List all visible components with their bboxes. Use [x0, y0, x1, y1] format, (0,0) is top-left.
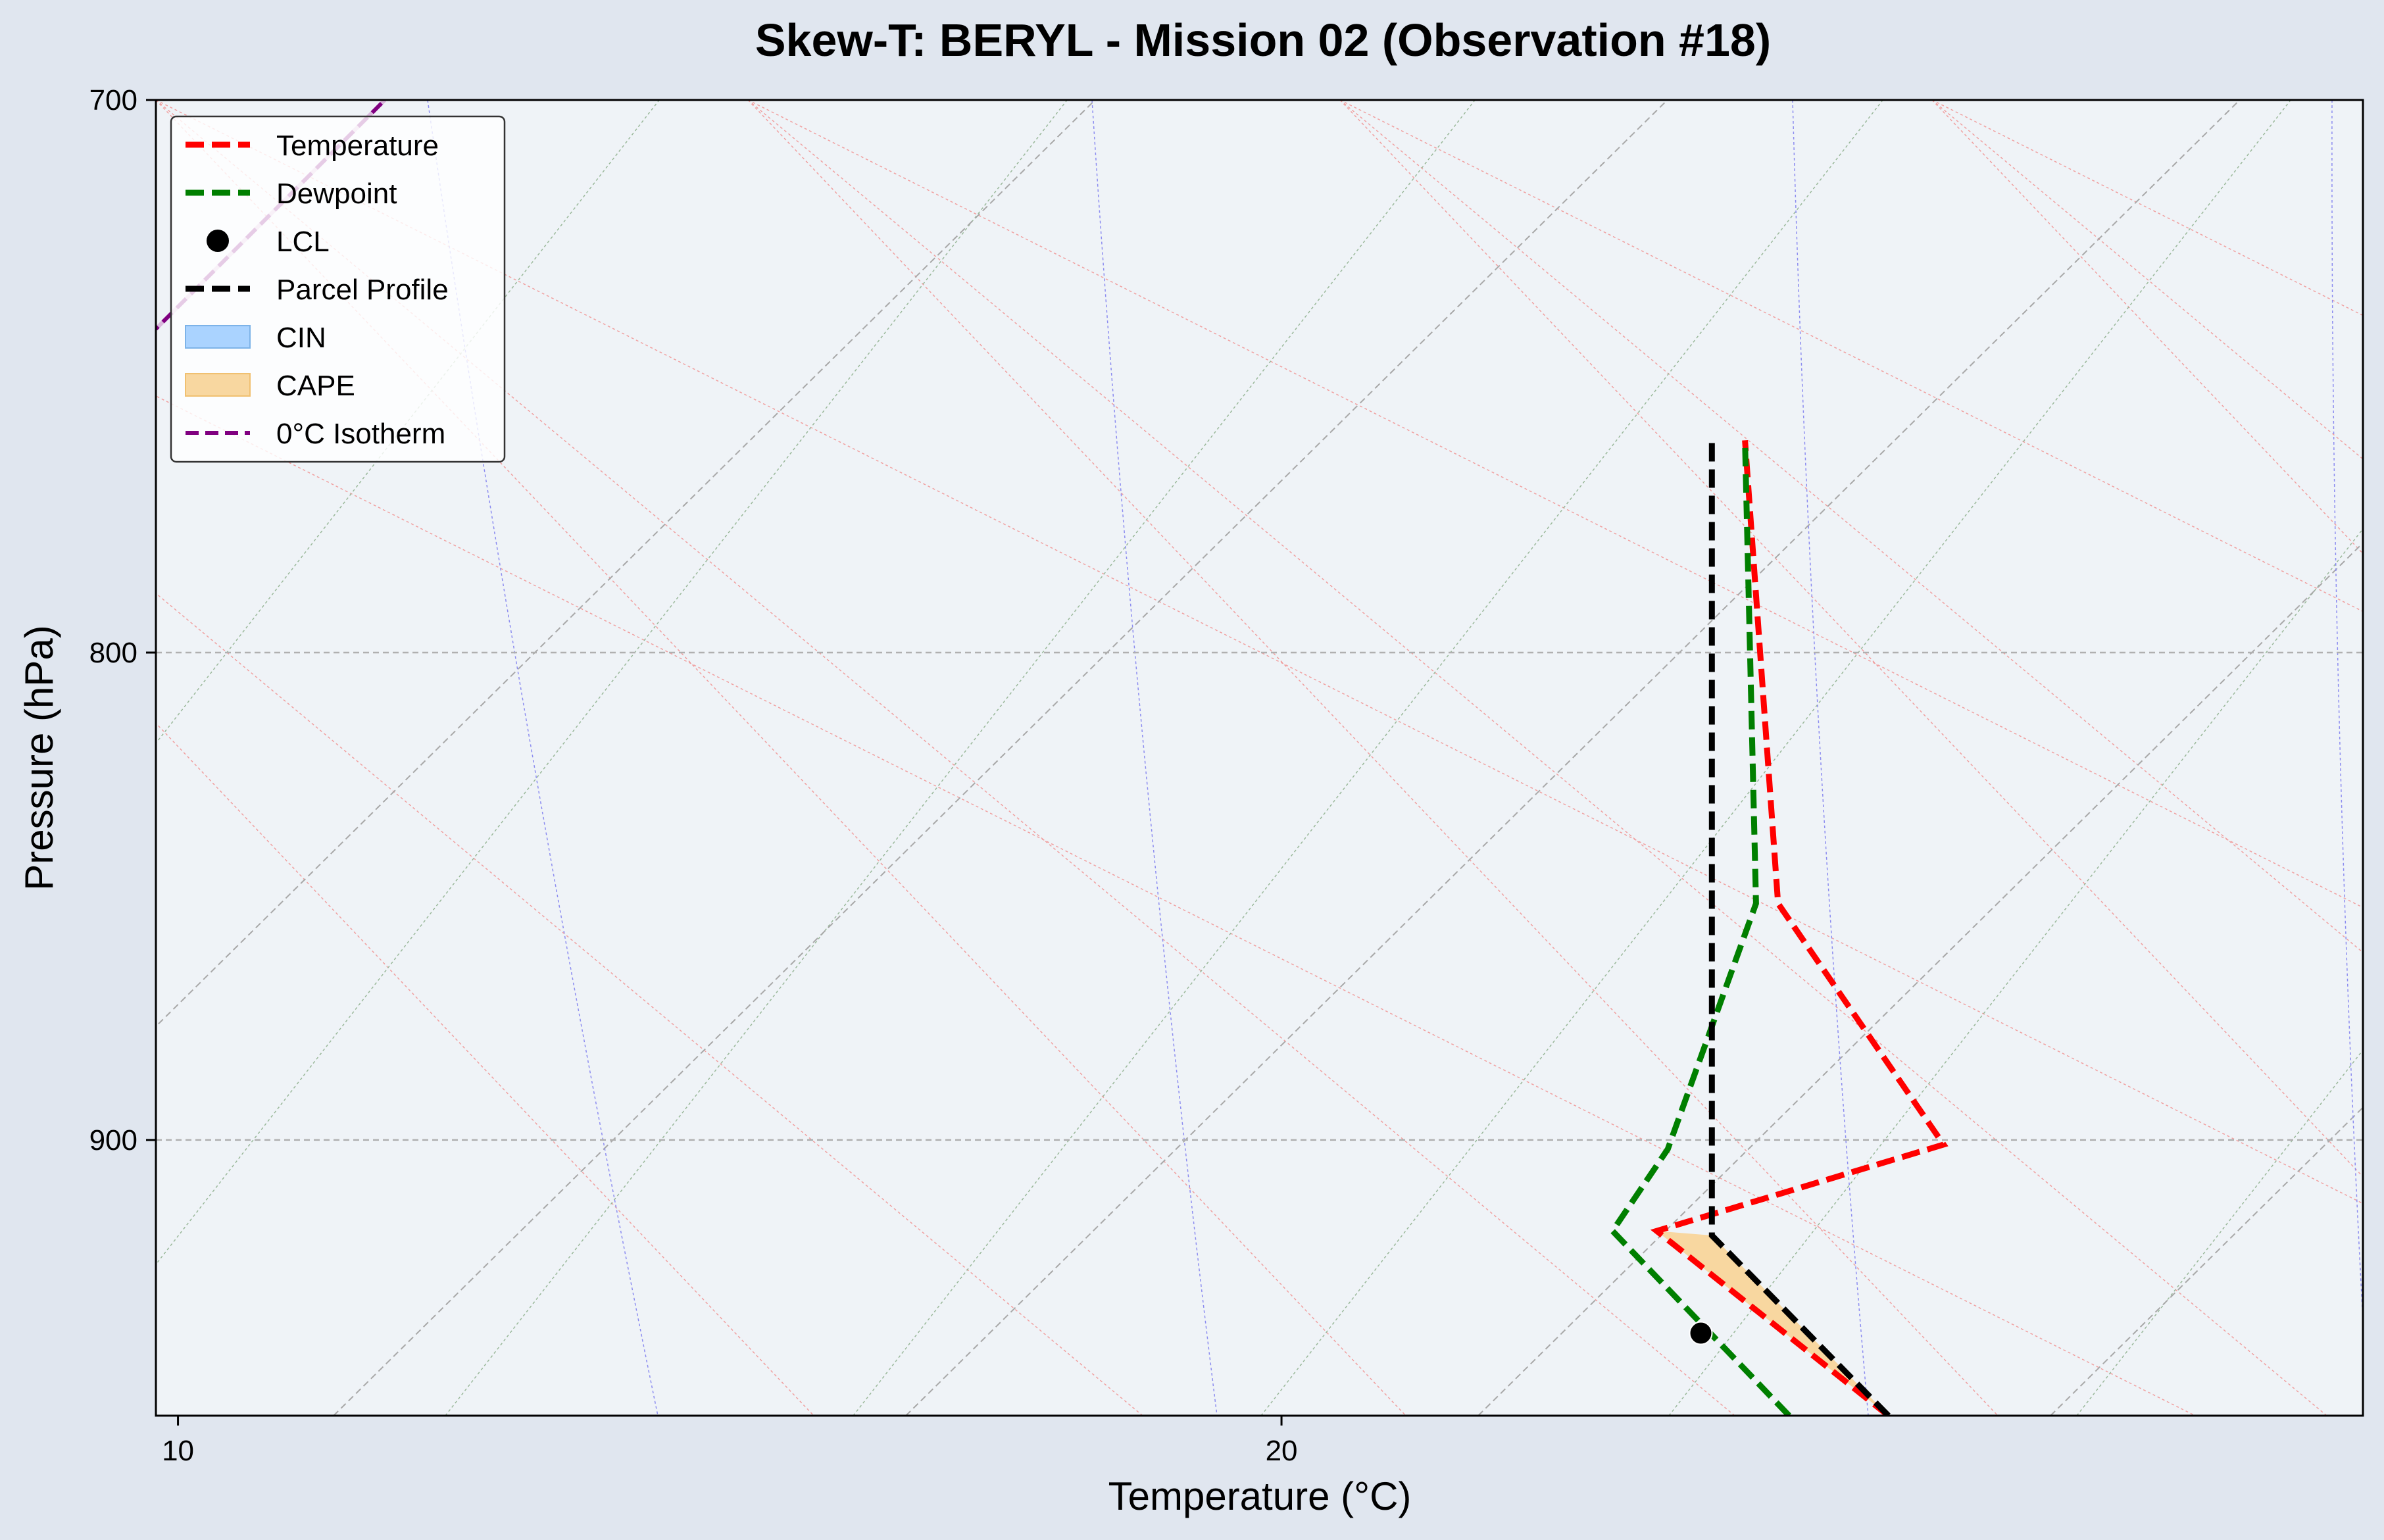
isotherm-guide-line — [2050, 1106, 2363, 1416]
moist-adiabat-line — [445, 100, 1476, 1416]
dry-adiabat-line — [1931, 100, 2363, 460]
mixing-ratio-line — [2331, 100, 2363, 1330]
legend-marker-swatch — [207, 230, 229, 252]
y-tick-label: 700 — [89, 84, 137, 116]
y-axis-label: Pressure (hPa) — [17, 625, 61, 890]
legend-entry-cin: CIN — [185, 322, 326, 354]
y-tick-label: 900 — [89, 1124, 137, 1156]
chart-title: Skew-T: BERYL - Mission 02 (Observation … — [755, 14, 1771, 66]
moist-adiabat-line — [1260, 100, 2292, 1416]
legend-entry-parcel-profile: Parcel Profile — [186, 274, 449, 306]
dry-adiabat-line — [1339, 100, 2363, 953]
dry-adiabat-line — [747, 100, 2327, 1416]
legend-entry-cape: CAPE — [185, 370, 355, 402]
legend-entry-dewpoint: Dewpoint — [186, 178, 397, 210]
background-reference-lines — [156, 100, 2363, 1416]
legend-label: LCL — [276, 226, 330, 258]
dry-adiabat-line — [1339, 100, 2363, 1178]
legend: Temperature Dewpoint LCL Parcel Profile CIN C… — [170, 115, 506, 463]
x-axis-label: Temperature (°C) — [1108, 1474, 1412, 1518]
x-tick-label: 10 — [162, 1435, 194, 1467]
legend-entry-lcl: LCL — [207, 226, 330, 258]
isotherm-guide-line — [333, 100, 1669, 1416]
legend-patch-swatch — [185, 373, 251, 397]
dry-adiabat-line — [156, 100, 2363, 1205]
legend-label: 0°C Isotherm — [276, 418, 445, 450]
isotherm-guide-line — [905, 100, 2241, 1416]
y-tick-label: 800 — [89, 637, 137, 669]
legend-label: Parcel Profile — [276, 274, 449, 306]
legend-patch-swatch — [185, 325, 251, 349]
legend-box — [170, 115, 506, 463]
moist-adiabat-line — [156, 100, 660, 744]
x-tick-label: 20 — [1266, 1435, 1298, 1467]
moist-adiabat-line — [156, 100, 1068, 1266]
legend-entry-temperature: Temperature — [186, 130, 439, 162]
mixing-ratio-line — [1792, 100, 1869, 1416]
dry-adiabat-line — [156, 593, 1143, 1416]
plot-area — [156, 100, 2363, 1416]
lcl-marker — [1689, 1321, 1713, 1345]
legend-label: CIN — [276, 322, 326, 354]
legend-label: Temperature — [276, 130, 439, 162]
temperature-line — [1650, 439, 1949, 1416]
profile-lines — [1608, 439, 1949, 1416]
legend-label: CAPE — [276, 370, 355, 402]
plot-frame — [155, 99, 2364, 1417]
mixing-ratio-line — [1091, 100, 1218, 1416]
parcel-profile-line — [1708, 440, 1891, 1416]
y-axis-ticks: 700 800 900 — [89, 84, 156, 1156]
dry-adiabat-line — [1931, 100, 2363, 555]
legend-label: Dewpoint — [276, 178, 397, 210]
isotherm-guide-line — [156, 100, 1097, 1028]
dry-adiabat-line — [1339, 100, 2363, 612]
dry-adiabat-line — [747, 100, 2363, 908]
dewpoint-line — [1608, 440, 1791, 1416]
dry-adiabat-line — [747, 100, 1999, 1416]
dry-adiabat-line — [156, 722, 814, 1416]
isotherm-guide-line — [1478, 541, 2363, 1416]
moist-adiabat-line — [853, 100, 1884, 1416]
x-axis-ticks: 10 20 — [162, 1416, 1298, 1467]
legend-entry-zero-isotherm: 0°C Isotherm — [186, 418, 445, 450]
